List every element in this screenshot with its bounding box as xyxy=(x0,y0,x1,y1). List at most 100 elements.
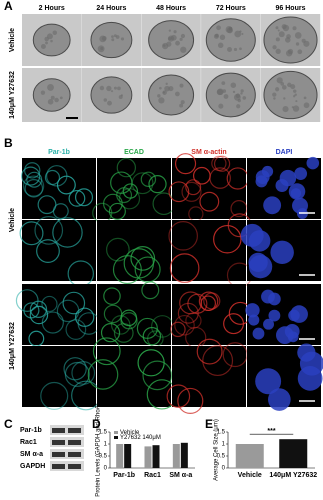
cell-outline xyxy=(29,305,49,325)
cell-outline xyxy=(196,338,223,365)
explant xyxy=(205,72,256,118)
cell-outline xyxy=(24,162,41,179)
cell-outline xyxy=(174,153,197,175)
cell-outline xyxy=(28,330,45,347)
cell-outline xyxy=(142,326,162,346)
tissue-texture xyxy=(235,93,241,99)
column-header: 48 Hours xyxy=(156,5,186,12)
cell-outline xyxy=(148,174,167,194)
row-label: Vehicle xyxy=(9,208,16,232)
cell-outline xyxy=(100,323,121,343)
confocal-image xyxy=(172,220,246,281)
cell-outline xyxy=(106,237,130,262)
blot-band xyxy=(52,464,65,469)
y-tick-label: 1 xyxy=(104,442,108,448)
tissue-texture xyxy=(223,94,229,99)
column-header: SM α-actin xyxy=(191,149,226,156)
tissue-texture xyxy=(168,29,171,32)
x-tick-label: Vehicle xyxy=(238,472,262,479)
legend-label: Vehicle xyxy=(120,430,140,436)
cell-outline xyxy=(110,315,131,335)
bar xyxy=(172,444,180,468)
panel-label: E xyxy=(205,417,213,431)
cell-outline xyxy=(75,307,95,327)
tissue-texture xyxy=(277,29,280,32)
panel-label: C xyxy=(4,417,13,431)
blot-strip xyxy=(50,425,84,435)
tissue-texture xyxy=(294,93,297,96)
tissue-texture xyxy=(50,39,53,43)
tissue-texture xyxy=(292,26,297,31)
column-header: DAPI xyxy=(276,149,293,156)
cell-outline xyxy=(92,337,121,366)
tissue-texture xyxy=(295,100,298,103)
blot-band xyxy=(52,428,65,433)
cell-outline xyxy=(44,169,61,186)
x-tick-label: SM α-a xyxy=(169,472,192,479)
nucleus xyxy=(306,156,320,170)
cell-outline xyxy=(223,313,245,335)
bar xyxy=(116,444,124,468)
cell-outline xyxy=(116,187,133,204)
column-header: 24 Hours xyxy=(96,5,126,12)
tissue-texture xyxy=(221,81,226,85)
cell-outline xyxy=(103,287,121,305)
tissue-texture xyxy=(236,104,241,109)
tissue-texture xyxy=(239,47,242,51)
tissue-texture xyxy=(111,38,115,42)
confocal-image xyxy=(97,346,171,407)
bar xyxy=(235,444,264,468)
cell-outline xyxy=(136,317,158,339)
column-header: 96 Hours xyxy=(276,5,306,12)
cell-outline xyxy=(130,246,156,271)
cell-outline xyxy=(41,295,58,313)
tissue-texture xyxy=(303,102,310,109)
tissue-texture xyxy=(234,30,242,38)
tissue-texture xyxy=(59,96,63,100)
tissue-texture xyxy=(227,47,232,52)
tissue-texture xyxy=(240,89,244,93)
cell-outline xyxy=(108,202,126,220)
tissue-texture xyxy=(275,48,281,54)
tissue-texture xyxy=(45,41,48,45)
cell-outline xyxy=(21,166,41,186)
column-header: 72 Hours xyxy=(216,5,246,12)
cell-outline xyxy=(213,224,242,254)
tissue-texture xyxy=(175,40,180,46)
cell-outline xyxy=(68,189,86,207)
tissue-texture xyxy=(295,42,300,46)
column-header: Par-1b xyxy=(48,149,70,156)
blot-band xyxy=(68,440,81,445)
tissue-texture xyxy=(110,90,114,93)
blot-label: Rac1 xyxy=(20,439,37,446)
nucleus xyxy=(255,170,270,185)
y-tick-label: 0 xyxy=(104,466,108,472)
nucleus xyxy=(284,323,300,339)
tissue-texture xyxy=(219,34,226,40)
explant xyxy=(32,78,71,112)
blot-strip xyxy=(50,449,84,459)
tissue-texture xyxy=(157,94,161,98)
bar xyxy=(180,442,188,468)
cell-outline xyxy=(74,188,94,207)
column-header: ECAD xyxy=(124,149,144,156)
tissue-texture xyxy=(101,36,107,41)
tissue-texture xyxy=(106,85,112,92)
blot-band xyxy=(68,428,81,433)
tissue-texture xyxy=(291,106,294,109)
tissue-texture xyxy=(217,88,224,96)
bar xyxy=(124,444,132,468)
nucleus xyxy=(268,309,281,322)
tissue-texture xyxy=(294,32,302,39)
significance: *** xyxy=(267,428,275,435)
tissue-texture xyxy=(168,36,172,41)
tissue-texture xyxy=(180,46,187,53)
cell-outline xyxy=(181,181,202,202)
tissue-texture xyxy=(232,90,236,94)
tissue-texture xyxy=(241,32,244,36)
tissue-texture xyxy=(117,86,121,91)
cell-outline xyxy=(34,215,64,245)
cell-outline xyxy=(36,239,60,263)
legend-swatch xyxy=(114,431,118,434)
nucleus xyxy=(248,314,260,326)
